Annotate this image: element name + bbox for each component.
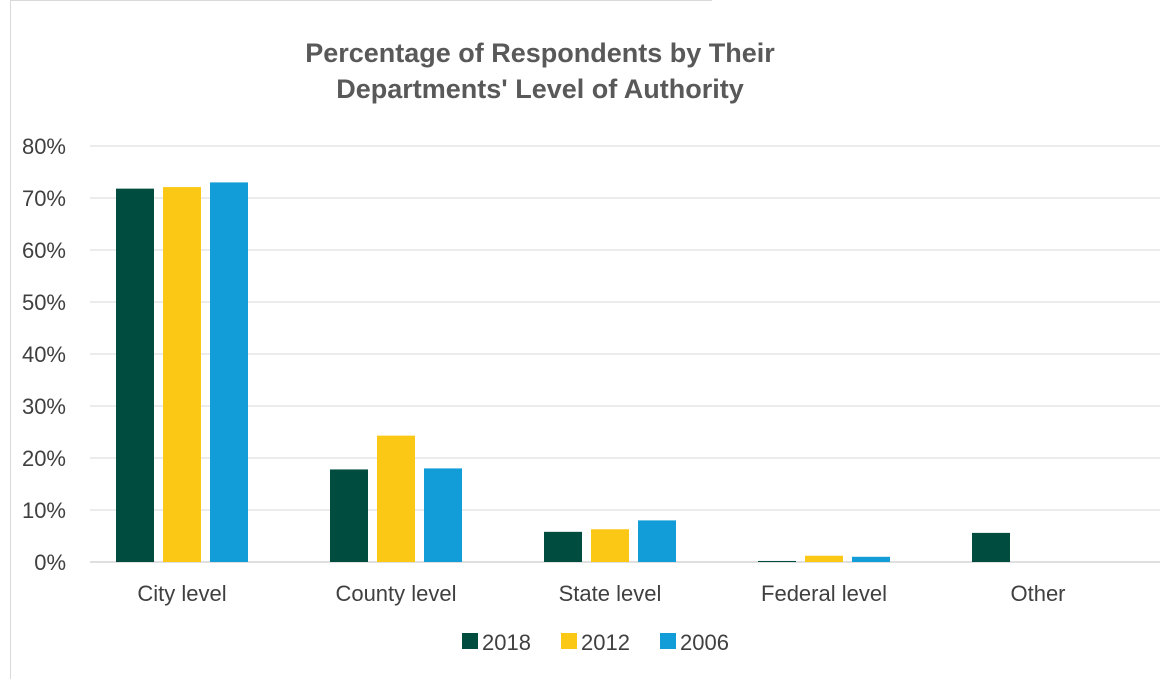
y-tick-label: 0%	[34, 550, 66, 575]
bar-2006-federal-level	[852, 556, 890, 562]
bar-2006-city-level	[210, 182, 248, 562]
bar-2012-state-level	[591, 529, 629, 562]
legend-label-2012: 2012	[581, 630, 630, 655]
bar-2018-county-level	[330, 469, 368, 562]
legend-label-2006: 2006	[680, 630, 729, 655]
x-category-label: State level	[559, 581, 662, 606]
x-category-label: County level	[335, 581, 456, 606]
y-tick-label: 40%	[22, 342, 66, 367]
y-tick-label: 10%	[22, 498, 66, 523]
chart-frame	[10, 0, 1170, 679]
x-axis-categories: City level County level State level Federal…	[137, 581, 1065, 606]
legend: 2018 2012 2006	[462, 630, 729, 655]
bar-2018-other	[972, 532, 1010, 562]
x-category-label: Federal level	[761, 581, 887, 606]
gridlines	[90, 145, 1160, 563]
bar-2018-federal-level	[758, 560, 796, 562]
bar-2012-county-level	[377, 435, 415, 562]
y-tick-label: 20%	[22, 446, 66, 471]
y-tick-label: 60%	[22, 238, 66, 263]
y-axis-ticks: 0% 10% 20% 30% 40% 50% 60% 70% 80%	[22, 134, 66, 575]
legend-swatch-2006	[660, 633, 676, 649]
legend-label-2018: 2018	[482, 630, 531, 655]
legend-swatch-2012	[561, 633, 577, 649]
bar-2012-federal-level	[805, 555, 843, 562]
frame-gap	[712, 0, 1172, 2]
y-tick-label: 30%	[22, 394, 66, 419]
legend-swatch-2018	[462, 633, 478, 649]
bar-2018-state-level	[544, 531, 582, 562]
bar-2012-city-level	[163, 187, 201, 562]
bar-2006-state-level	[638, 520, 676, 562]
x-category-label: Other	[1010, 581, 1065, 606]
chart-title-line-1: Percentage of Respondents by Their	[305, 38, 775, 68]
y-tick-label: 80%	[22, 134, 66, 159]
bar-2006-county-level	[424, 468, 462, 562]
y-tick-label: 70%	[22, 186, 66, 211]
x-category-label: City level	[137, 581, 226, 606]
chart-title-line-2: Departments' Level of Authority	[336, 74, 743, 104]
bar-2018-city-level	[116, 188, 154, 562]
bars	[116, 182, 1010, 562]
y-tick-label: 50%	[22, 290, 66, 315]
